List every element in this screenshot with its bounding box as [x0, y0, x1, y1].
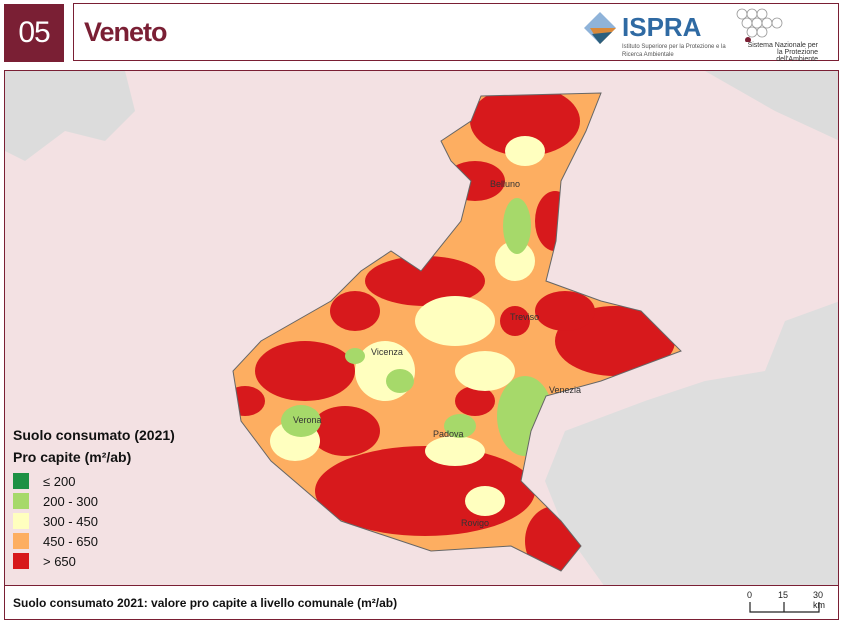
page-title: Veneto	[84, 17, 168, 47]
footer: Suolo consumato 2021: valore pro capite …	[4, 586, 839, 620]
city-label-rovigo: Rovigo	[461, 518, 490, 528]
legend-item: 300 - 450	[13, 511, 175, 531]
city-label-padova: Padova	[433, 429, 464, 439]
legend-title: Suolo consumato (2021)	[13, 427, 175, 443]
city-label-venezia: Venezia	[549, 385, 582, 395]
city-label-verona: Verona	[293, 415, 322, 425]
legend-item: > 650	[13, 551, 175, 571]
map[interactable]: Belluno Treviso Vicenza Verona Padova Ve…	[4, 70, 839, 586]
chapter-number: 05	[4, 4, 64, 62]
legend-subtitle: Pro capite (m²/ab)	[13, 449, 132, 465]
legend-item: 450 - 650	[13, 531, 175, 551]
scale-bar: 0 15 30 km	[747, 590, 825, 613]
veneto-map	[5, 71, 838, 585]
legend-item: ≤ 200	[13, 471, 175, 491]
legend: Suolo consumato (2021) Pro capite (m²/ab…	[13, 427, 175, 571]
legend-item: 200 - 300	[13, 491, 175, 511]
city-label-treviso: Treviso	[510, 312, 540, 322]
map-caption: Suolo consumato 2021: valore pro capite …	[13, 596, 398, 610]
city-label-vicenza: Vicenza	[371, 347, 403, 357]
snpa-logo: Sistema Nazionale per la Protezione dell…	[734, 6, 834, 63]
city-label-belluno: Belluno	[490, 179, 521, 189]
header: Veneto ISPRA Istituto Superiore per la P…	[73, 3, 839, 63]
ispra-logo: ISPRA Istituto Superiore per la Protezio…	[582, 10, 726, 58]
